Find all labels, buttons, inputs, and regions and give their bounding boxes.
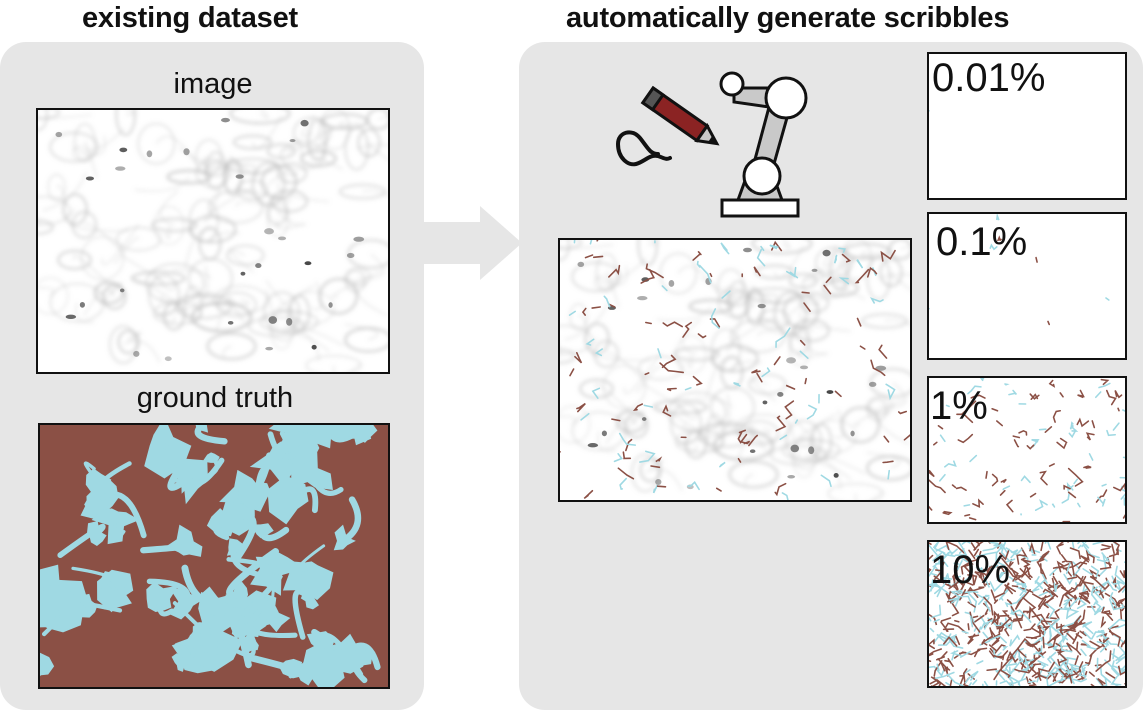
thumbnail-label-10: 10% <box>930 548 1011 592</box>
right-arrow-icon <box>418 206 522 280</box>
robot-arm-icon <box>615 71 808 218</box>
thumbnail-label-0-01: 0.01% <box>932 56 1046 100</box>
thumbnail-label-0-1: 0.1% <box>936 220 1028 264</box>
thumbnail-label-1: 1% <box>930 384 988 428</box>
thumbnail-1-percent <box>927 376 1127 524</box>
image-label: image <box>173 68 253 100</box>
right-heading: automatically generate scribbles <box>566 2 1010 34</box>
thumbnail-0-01-percent <box>927 52 1127 200</box>
left-heading: existing dataset <box>82 2 298 34</box>
input-image <box>36 108 390 374</box>
ground-truth-mask <box>38 423 390 689</box>
thumbnail-0-1-percent <box>927 212 1127 360</box>
thumbnail-10-percent <box>927 540 1127 688</box>
scribble-overlay-image <box>558 238 912 502</box>
ground-truth-label: ground truth <box>136 382 294 414</box>
